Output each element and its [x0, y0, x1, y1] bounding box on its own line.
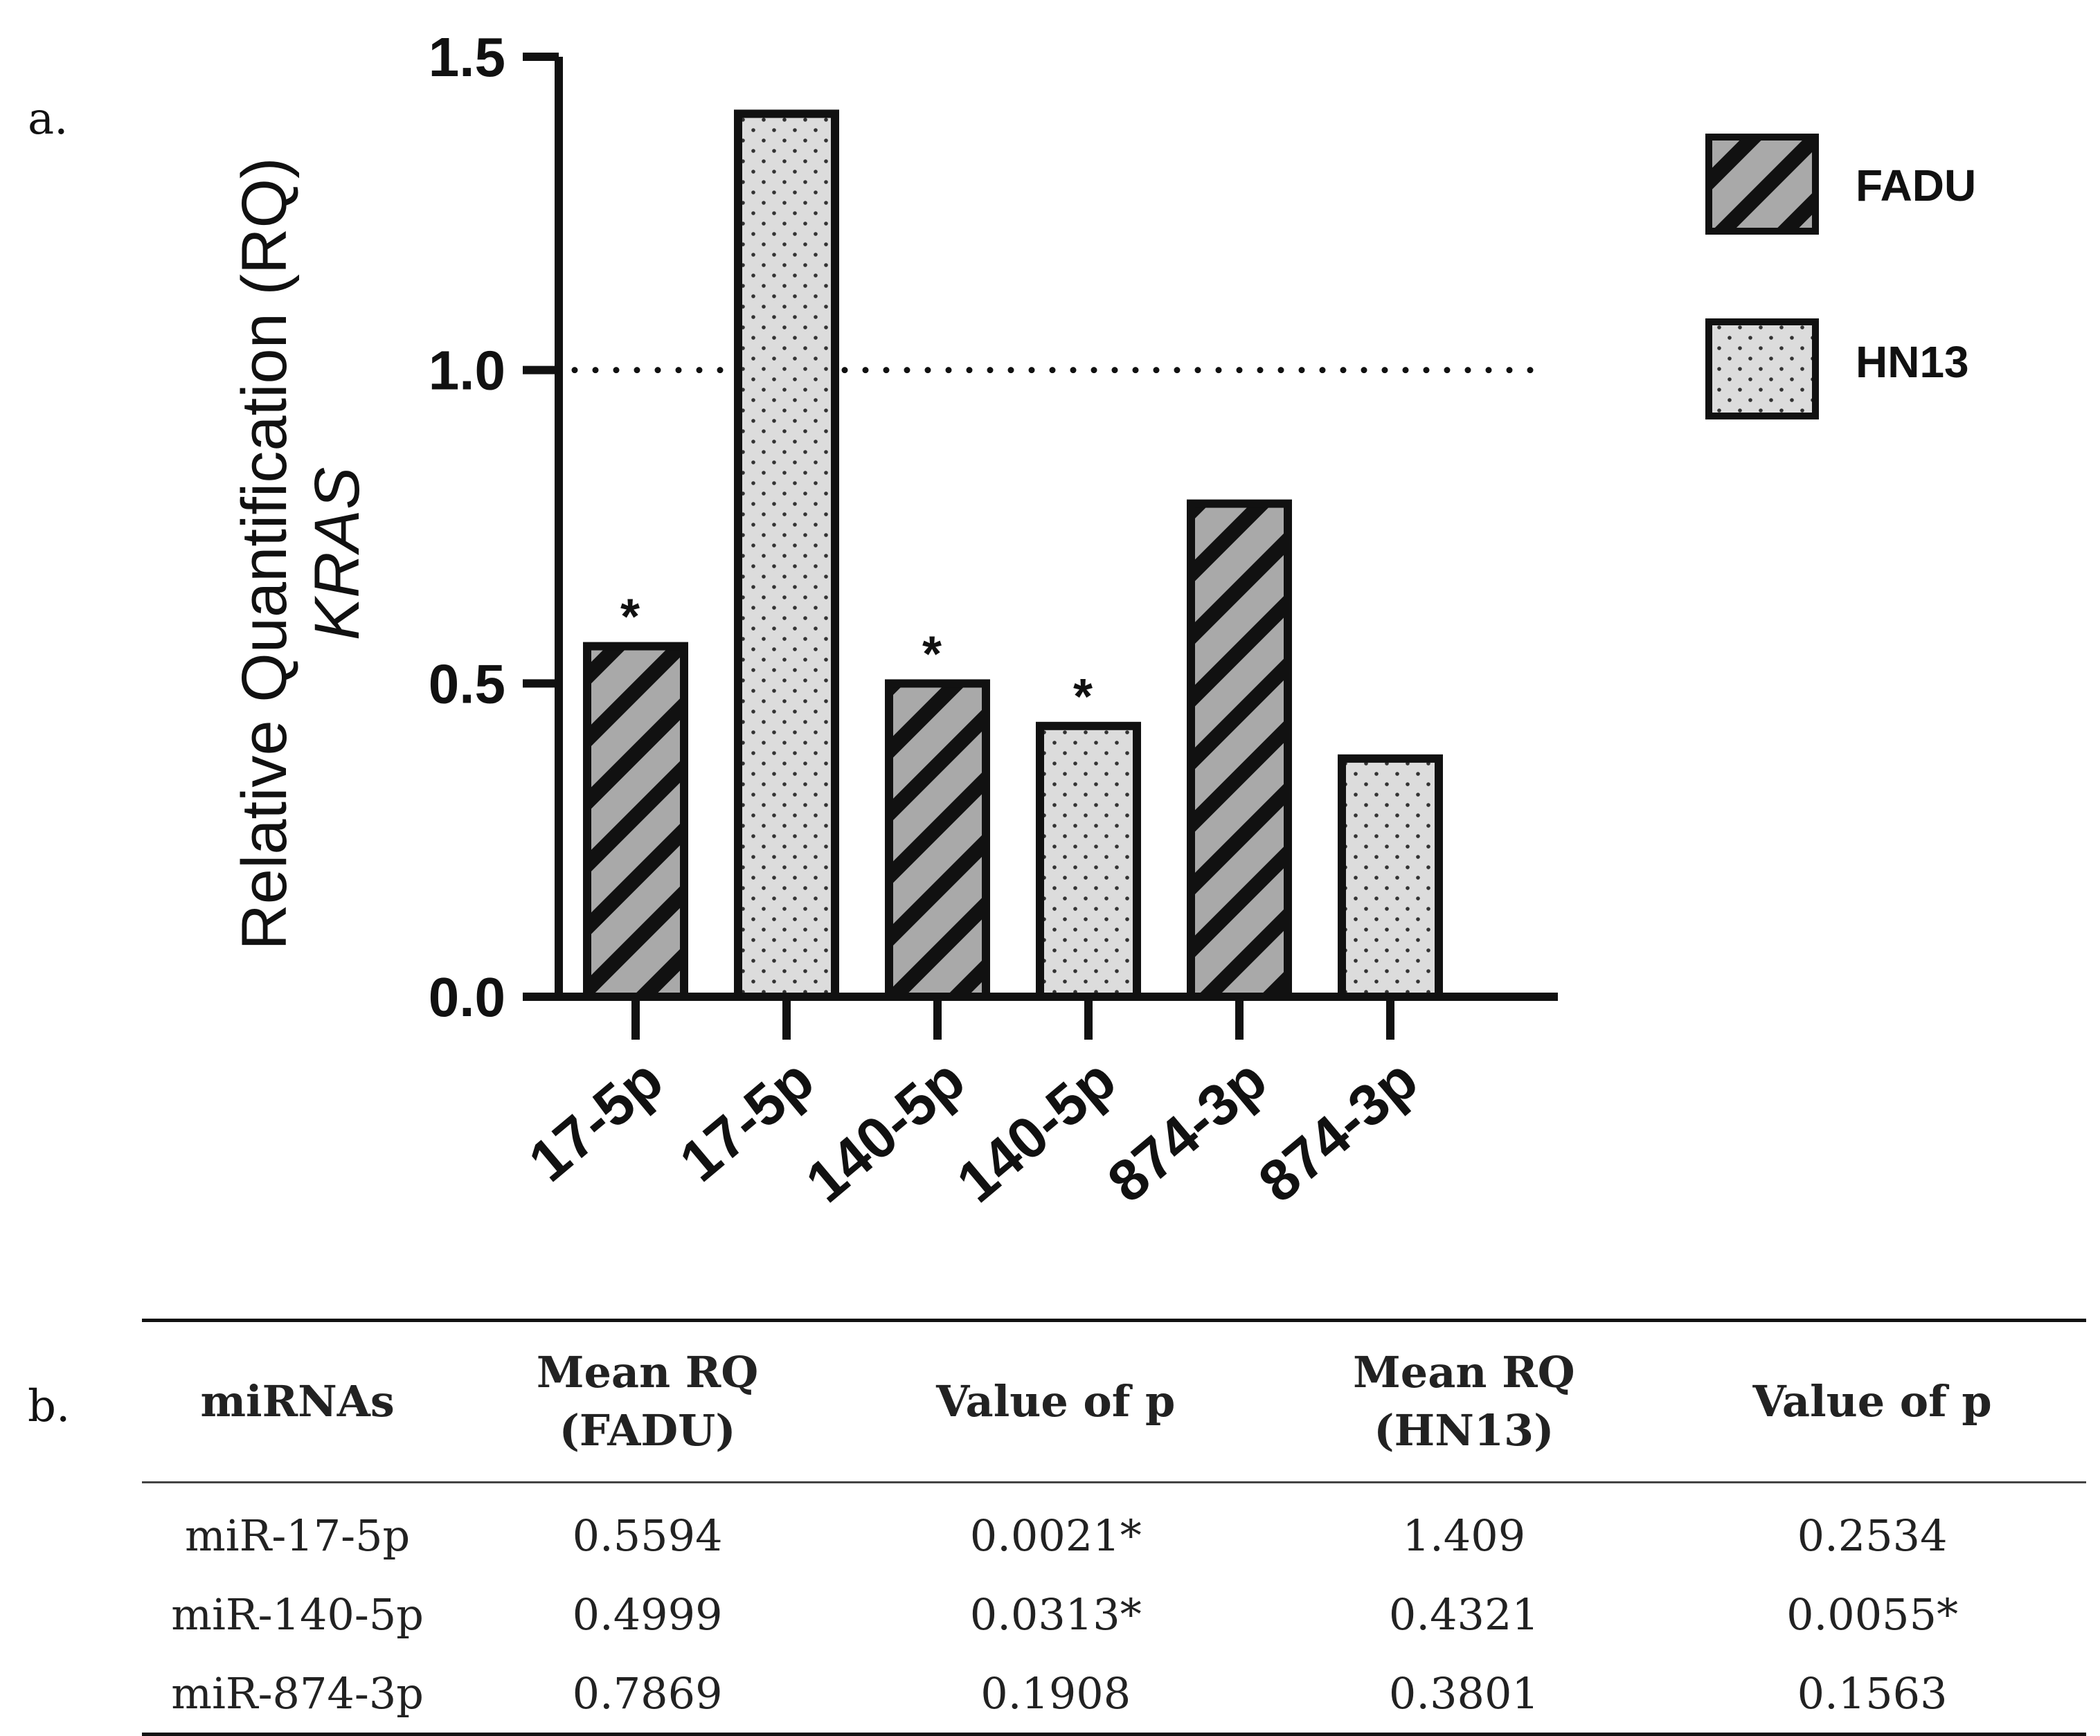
table-cell: miR-140-5p	[142, 1575, 453, 1654]
bar-chart: Relative Quantification (RQ) KRAS 0.0 0.5…	[0, 0, 2100, 1301]
table-header-row: miRNAs Mean RQ (FADU) Value of p Mean RQ(…	[142, 1321, 2086, 1483]
table-cell: 0.2534	[1658, 1483, 2086, 1575]
header-mirnas: miRNAs	[142, 1321, 453, 1483]
header-p-value-hn13: Value of p	[1658, 1321, 2086, 1483]
significance-marker: *	[620, 590, 640, 645]
y-tick-label: 1.5	[429, 26, 505, 88]
header-mean-rq-hn13: Mean RQ (HN13)	[1270, 1321, 1659, 1483]
legend: FADU HN13	[1709, 137, 1976, 416]
bar-hn13-140-5p	[1040, 726, 1137, 997]
x-tick-label: 874-3p	[1095, 1047, 1278, 1215]
table-row: miR-140-5p 0.4999 0.0313* 0.4321 0.0055*	[142, 1575, 2086, 1654]
x-tick-label: 140-5p	[944, 1047, 1127, 1215]
table-row: miR-874-3p 0.7869 0.1908 0.3801 0.1563	[142, 1654, 2086, 1735]
table-row: miR-17-5p 0.5594 0.0021* 1.409 0.2534	[142, 1483, 2086, 1575]
bar-fadu-140-5p	[889, 683, 986, 997]
x-tick-label: 17-5p	[517, 1047, 675, 1194]
legend-swatch-hn13	[1709, 322, 1815, 416]
x-tick-label: 140-5p	[793, 1047, 976, 1215]
panel-label-b: b.	[28, 1381, 70, 1432]
legend-swatch-fadu	[1709, 137, 1815, 231]
y-tick-label: 1.0	[429, 340, 505, 401]
table-cell: 0.5594	[453, 1483, 842, 1575]
table-cell: 0.4999	[453, 1575, 842, 1654]
significance-marker: *	[1073, 669, 1093, 725]
y-tick-label: 0.5	[429, 653, 505, 714]
header-p-value-fadu: Value of p	[842, 1321, 1270, 1483]
y-axis-subtitle: KRAS	[302, 467, 373, 641]
y-axis-title: Relative Quantification (RQ)	[229, 157, 300, 950]
table-cell: 0.0055*	[1658, 1575, 2086, 1654]
table-cell: 1.409	[1270, 1483, 1659, 1575]
table-cell: miR-874-3p	[142, 1654, 453, 1735]
bar-fadu-17-5p	[587, 647, 684, 997]
bar-hn13-874-3p	[1342, 759, 1439, 997]
significance-marker: *	[922, 626, 942, 682]
bar-hn13-17-5p	[738, 114, 835, 997]
legend-label-fadu: FADU	[1856, 161, 1976, 210]
table-cell: 0.3801	[1270, 1654, 1659, 1735]
header-mean-rq-fadu: Mean RQ (FADU)	[453, 1321, 842, 1483]
table-cell: 0.0021*	[842, 1483, 1270, 1575]
statistics-table: miRNAs Mean RQ (FADU) Value of p Mean RQ(…	[142, 1319, 2086, 1736]
bar-fadu-874-3p	[1191, 504, 1288, 997]
x-tick-label: 874-3p	[1246, 1047, 1429, 1215]
table-cell: 0.4321	[1270, 1575, 1659, 1654]
legend-label-hn13: HN13	[1856, 337, 1969, 387]
table-cell: 0.7869	[453, 1654, 842, 1735]
table-cell: 0.1563	[1658, 1654, 2086, 1735]
table-cell: 0.0313*	[842, 1575, 1270, 1654]
table-cell: 0.1908	[842, 1654, 1270, 1735]
y-tick-label: 0.0	[429, 966, 505, 1028]
table-cell: miR-17-5p	[142, 1483, 453, 1575]
